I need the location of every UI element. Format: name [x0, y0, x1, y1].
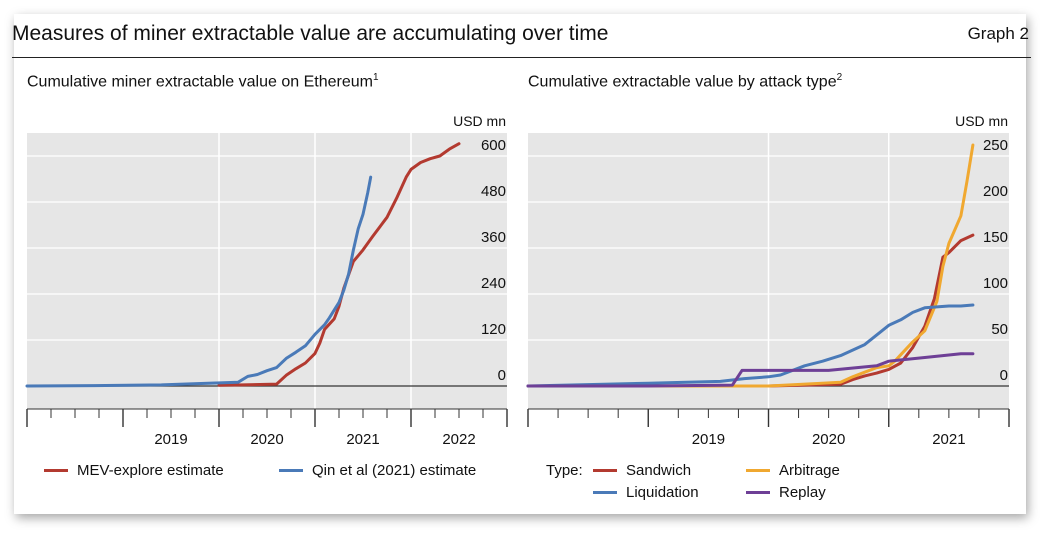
legend-swatch-mev-explore	[44, 469, 68, 472]
legend-swatch-liquidation	[593, 491, 617, 494]
left-x-tick-label: 2021	[346, 431, 379, 448]
left-y-tick-label: 600	[481, 137, 506, 154]
left-x-tick-label: 2020	[250, 431, 283, 448]
right-chart-title-text: Cumulative extractable value by attack t…	[528, 73, 837, 91]
left-chart-footnote: 1	[372, 72, 379, 83]
left-y-tick-label: 360	[481, 229, 506, 246]
legend-swatch-qin	[279, 469, 303, 472]
left-series-mev-explore-estimate	[217, 142, 461, 387]
right-y-tick-label: 100	[983, 275, 1008, 292]
right-x-tick-label: 2021	[932, 431, 965, 448]
legend-item-mev-explore: MEV-explore estimate	[44, 462, 224, 479]
legend-item-replay: Replay	[746, 484, 826, 501]
legend-label-mev-explore: MEV-explore estimate	[77, 462, 224, 479]
legend-item-qin: Qin et al (2021) estimate	[279, 462, 476, 479]
left-y-tick-label: 0	[498, 367, 506, 384]
legend-label-sandwich: Sandwich	[626, 462, 692, 479]
right-series-replay	[526, 352, 975, 388]
left-x-tick-label: 2019	[154, 431, 187, 448]
left-series-qin-et-al-2021-estimate	[25, 175, 373, 388]
right-unit-label: USD mn	[955, 113, 1008, 129]
right-chart-footnote: 2	[836, 72, 843, 83]
left-chart-title-text: Cumulative miner extractable value on Et…	[27, 73, 373, 91]
left-y-tick-label: 240	[481, 275, 506, 292]
left-y-tick-label: 480	[481, 183, 506, 200]
legend-item-sandwich: Sandwich	[593, 462, 691, 479]
legend-label-qin: Qin et al (2021) estimate	[312, 462, 477, 479]
graph-title: Measures of miner extractable value are …	[12, 22, 609, 45]
legend-swatch-sandwich	[593, 469, 617, 472]
legend-label-arbitrage: Arbitrage	[779, 462, 840, 479]
right-y-tick-label: 50	[991, 321, 1008, 338]
legend-label-liquidation: Liquidation	[626, 484, 699, 501]
right-series-liquidation	[526, 303, 975, 388]
legend-swatch-arbitrage	[746, 469, 770, 472]
left-unit-label: USD mn	[453, 113, 506, 129]
graph-number: Graph 2	[967, 24, 1029, 43]
left-chart-title: Cumulative miner extractable value on Et…	[27, 72, 379, 91]
right-y-tick-label: 0	[1000, 367, 1008, 384]
right-chart-title: Cumulative extractable value by attack t…	[528, 72, 842, 91]
left-plot-area	[27, 133, 507, 409]
legend-item-arbitrage: Arbitrage	[746, 462, 840, 479]
left-x-tick-label: 2022	[442, 431, 475, 448]
right-series-arbitrage	[526, 143, 975, 388]
legend-item-liquidation: Liquidation	[593, 484, 699, 501]
legend-swatch-replay	[746, 491, 770, 494]
legend-label-replay: Replay	[779, 484, 826, 501]
right-x-tick-label: 2019	[692, 431, 725, 448]
right-y-tick-label: 200	[983, 183, 1008, 200]
right-x-tick-label: 2020	[812, 431, 845, 448]
legend-type-label: Type:	[546, 462, 583, 479]
right-y-tick-label: 150	[983, 229, 1008, 246]
title-rule	[12, 57, 1031, 58]
right-y-tick-label: 250	[983, 137, 1008, 154]
left-y-tick-label: 120	[481, 321, 506, 338]
